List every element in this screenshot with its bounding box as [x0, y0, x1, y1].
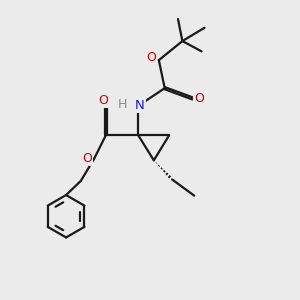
Text: N: N [135, 99, 145, 112]
Text: O: O [194, 92, 204, 105]
Text: O: O [82, 152, 92, 165]
Text: O: O [98, 94, 108, 107]
Text: H: H [118, 98, 127, 111]
Text: O: O [146, 51, 156, 64]
